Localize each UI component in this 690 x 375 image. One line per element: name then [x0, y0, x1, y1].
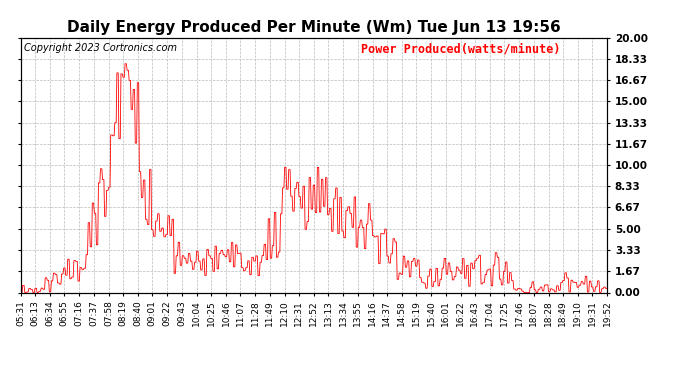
Text: Copyright 2023 Cortronics.com: Copyright 2023 Cortronics.com — [23, 43, 177, 52]
Title: Daily Energy Produced Per Minute (Wm) Tue Jun 13 19:56: Daily Energy Produced Per Minute (Wm) Tu… — [67, 20, 561, 35]
Text: Power Produced(watts/minute): Power Produced(watts/minute) — [361, 43, 560, 56]
